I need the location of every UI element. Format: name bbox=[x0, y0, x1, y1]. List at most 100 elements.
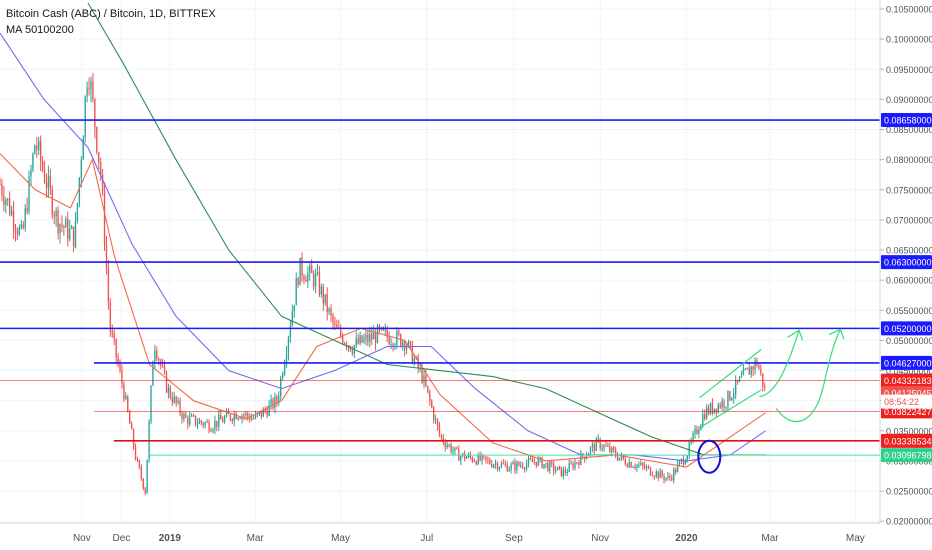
candle bbox=[291, 304, 294, 327]
candle bbox=[353, 344, 355, 358]
candle bbox=[123, 381, 125, 403]
candle bbox=[601, 443, 603, 452]
candle bbox=[312, 270, 315, 291]
candle bbox=[475, 460, 477, 466]
countdown-badge-bg bbox=[881, 394, 932, 409]
candle bbox=[735, 375, 737, 400]
candle bbox=[32, 152, 34, 173]
candle bbox=[142, 477, 144, 491]
candle bbox=[432, 405, 435, 424]
candle bbox=[125, 392, 127, 401]
channel-upper bbox=[699, 348, 762, 399]
candle bbox=[760, 364, 762, 377]
candle bbox=[715, 408, 717, 419]
candle bbox=[578, 460, 580, 469]
candle bbox=[70, 224, 73, 230]
candle bbox=[221, 416, 224, 423]
candle bbox=[39, 135, 42, 172]
candle bbox=[43, 160, 46, 184]
candle bbox=[667, 471, 669, 481]
candle bbox=[1, 179, 3, 202]
candle bbox=[709, 402, 712, 416]
candle bbox=[107, 259, 110, 310]
indicator-label: MA 50100200 bbox=[6, 24, 74, 36]
candle bbox=[711, 398, 714, 416]
candle bbox=[80, 156, 82, 188]
candle bbox=[198, 417, 201, 424]
candle bbox=[177, 397, 179, 405]
candle bbox=[274, 392, 276, 414]
candle bbox=[200, 419, 203, 426]
candle bbox=[196, 418, 199, 430]
resistance-badge-label: 0.05200000 bbox=[884, 324, 932, 334]
price-tick-label: 0.06000000 bbox=[886, 276, 932, 286]
candle bbox=[698, 426, 700, 438]
candle bbox=[14, 223, 17, 242]
candle bbox=[508, 466, 510, 472]
candle bbox=[160, 358, 162, 370]
candle bbox=[20, 219, 22, 230]
candle bbox=[41, 155, 44, 173]
candle bbox=[38, 136, 40, 156]
candle bbox=[374, 327, 377, 351]
candle bbox=[707, 404, 710, 416]
chart-legend: Bitcoin Cash (ABC) / Bitcoin, 1D, BITTRE… bbox=[6, 6, 216, 38]
candle bbox=[570, 460, 572, 465]
countdown-badge-label: 08:54:22 bbox=[884, 397, 919, 407]
candle bbox=[500, 460, 503, 468]
candle bbox=[243, 412, 245, 421]
cyan-badge-bg bbox=[881, 448, 932, 463]
candle bbox=[320, 283, 323, 298]
time-tick-label: May bbox=[331, 533, 350, 544]
candle bbox=[241, 413, 243, 424]
candle bbox=[305, 275, 307, 282]
candle bbox=[307, 266, 309, 289]
candle bbox=[61, 215, 63, 233]
candle bbox=[30, 164, 32, 185]
candle bbox=[454, 447, 456, 455]
candle bbox=[750, 365, 752, 379]
candle bbox=[249, 413, 251, 423]
candle bbox=[613, 445, 615, 453]
candle bbox=[522, 462, 524, 470]
candle bbox=[237, 416, 239, 421]
candle bbox=[185, 411, 187, 419]
candle bbox=[208, 419, 210, 434]
candle bbox=[371, 327, 373, 345]
candle bbox=[78, 177, 81, 208]
candle bbox=[183, 411, 185, 423]
candle bbox=[336, 319, 338, 328]
candle bbox=[82, 135, 84, 160]
time-tick-label: Sep bbox=[505, 533, 523, 544]
candle bbox=[146, 459, 148, 494]
symbol-title: Bitcoin Cash (ABC) / Bitcoin, 1D, BITTRE… bbox=[6, 8, 216, 20]
candle bbox=[525, 459, 528, 472]
candle bbox=[680, 458, 683, 465]
candle bbox=[686, 455, 688, 463]
candle bbox=[543, 464, 545, 470]
candle bbox=[402, 339, 404, 351]
candle bbox=[673, 466, 675, 484]
candle bbox=[169, 385, 172, 400]
candle bbox=[605, 441, 607, 447]
candle bbox=[365, 329, 367, 346]
candle bbox=[318, 266, 321, 297]
candle bbox=[314, 268, 317, 294]
candle bbox=[18, 224, 21, 237]
candle bbox=[26, 197, 28, 215]
candle bbox=[136, 456, 139, 462]
candle bbox=[618, 457, 621, 461]
price-tick-label: 0.08500000 bbox=[886, 125, 932, 135]
candle bbox=[496, 461, 499, 472]
candle bbox=[260, 411, 263, 420]
candle bbox=[595, 436, 597, 452]
candle bbox=[12, 200, 15, 239]
candle bbox=[264, 406, 266, 414]
candle bbox=[413, 354, 415, 367]
candle bbox=[506, 461, 508, 472]
candle bbox=[256, 413, 259, 418]
candle bbox=[518, 461, 520, 467]
candle bbox=[674, 467, 677, 475]
candle bbox=[582, 452, 584, 460]
